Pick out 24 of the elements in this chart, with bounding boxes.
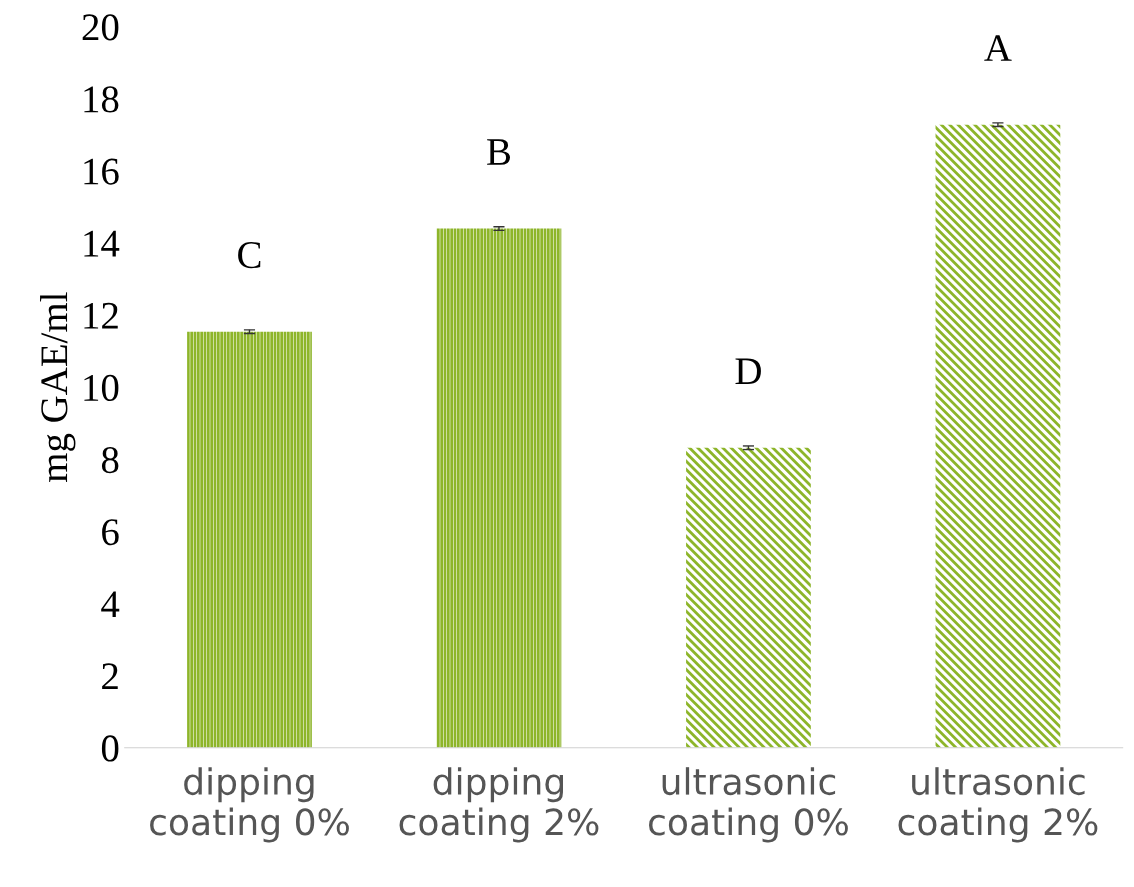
x-tick-label: dipping coating 0% bbox=[150, 767, 349, 843]
y-tick-label: 10 bbox=[84, 374, 119, 402]
annotation: D bbox=[735, 358, 761, 384]
y-tick-label: 8 bbox=[101, 446, 119, 474]
annotation: C bbox=[238, 242, 261, 269]
x-tick-label: ultrasonic coating 0% bbox=[649, 767, 848, 843]
bar bbox=[187, 331, 312, 748]
y-axis-title: mg GAE/ml bbox=[40, 292, 76, 482]
annotation: B bbox=[487, 139, 511, 165]
y-tick-label: 20 bbox=[82, 14, 119, 41]
x-tick-label: dipping coating 2% bbox=[399, 767, 599, 843]
y-tick-label: 16 bbox=[84, 158, 119, 185]
bar bbox=[935, 124, 1061, 748]
x-tick-label: ultrasonic coating 2% bbox=[898, 767, 1098, 843]
y-tick-label: 4 bbox=[101, 591, 120, 618]
y-tick-label: 0 bbox=[101, 735, 119, 762]
y-tick-label: 14 bbox=[84, 230, 120, 257]
bar bbox=[436, 228, 562, 748]
bar bbox=[686, 447, 811, 748]
y-tick-label: 18 bbox=[84, 86, 119, 113]
y-tick-label: 6 bbox=[102, 519, 119, 546]
annotation: A bbox=[984, 35, 1012, 61]
y-tick-label: 12 bbox=[84, 302, 118, 329]
y-tick-label: 2 bbox=[102, 663, 118, 690]
